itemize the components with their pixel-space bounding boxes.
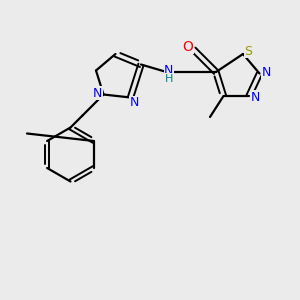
Text: O: O [183, 40, 194, 53]
Text: N: N [93, 86, 102, 100]
Text: N: N [129, 96, 139, 110]
Text: N: N [251, 91, 260, 104]
Text: N: N [261, 65, 271, 79]
Text: H: H [165, 74, 173, 84]
Text: S: S [244, 44, 252, 58]
Text: N: N [164, 64, 174, 77]
